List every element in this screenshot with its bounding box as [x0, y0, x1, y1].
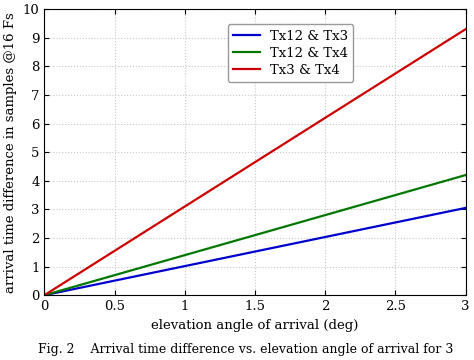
Tx12 & Tx4: [370, 199, 376, 204]
Tx12 & Tx3: [227, 255, 233, 259]
Tx12 & Tx3: [378, 224, 383, 228]
Tx12 & Tx4: [463, 173, 468, 177]
Tx12 & Tx3: [331, 233, 337, 238]
Tx12 & Tx4: [227, 240, 233, 244]
Tx12 & Tx3: [212, 258, 218, 262]
Tx3 & Tx4: [227, 176, 233, 180]
Tx3 & Tx4: [212, 185, 218, 190]
Tx12 & Tx4: [378, 197, 383, 202]
Text: Fig. 2    Arrival time difference vs. elevation angle of arrival for 3: Fig. 2 Arrival time difference vs. eleva…: [38, 343, 453, 356]
Line: Tx3 & Tx4: Tx3 & Tx4: [45, 29, 465, 295]
Tx12 & Tx4: [212, 244, 218, 249]
Tx12 & Tx3: [84, 284, 90, 288]
Tx12 & Tx3: [370, 225, 376, 229]
Tx12 & Tx3: [463, 206, 468, 210]
Tx12 & Tx4: [42, 293, 47, 297]
Line: Tx12 & Tx4: Tx12 & Tx4: [45, 175, 465, 295]
Tx3 & Tx4: [463, 27, 468, 31]
X-axis label: elevation angle of arrival (deg): elevation angle of arrival (deg): [151, 319, 359, 332]
Y-axis label: arrival time difference in samples @16 Fs: arrival time difference in samples @16 F…: [4, 12, 17, 293]
Tx12 & Tx3: [42, 293, 47, 297]
Line: Tx12 & Tx3: Tx12 & Tx3: [45, 208, 465, 295]
Tx3 & Tx4: [42, 293, 47, 297]
Tx12 & Tx4: [331, 211, 337, 215]
Tx3 & Tx4: [370, 86, 376, 90]
Tx12 & Tx4: [84, 281, 90, 285]
Tx3 & Tx4: [331, 111, 337, 115]
Tx3 & Tx4: [378, 81, 383, 85]
Legend: Tx12 & Tx3, Tx12 & Tx4, Tx3 & Tx4: Tx12 & Tx3, Tx12 & Tx4, Tx3 & Tx4: [228, 24, 354, 82]
Tx3 & Tx4: [84, 266, 90, 270]
